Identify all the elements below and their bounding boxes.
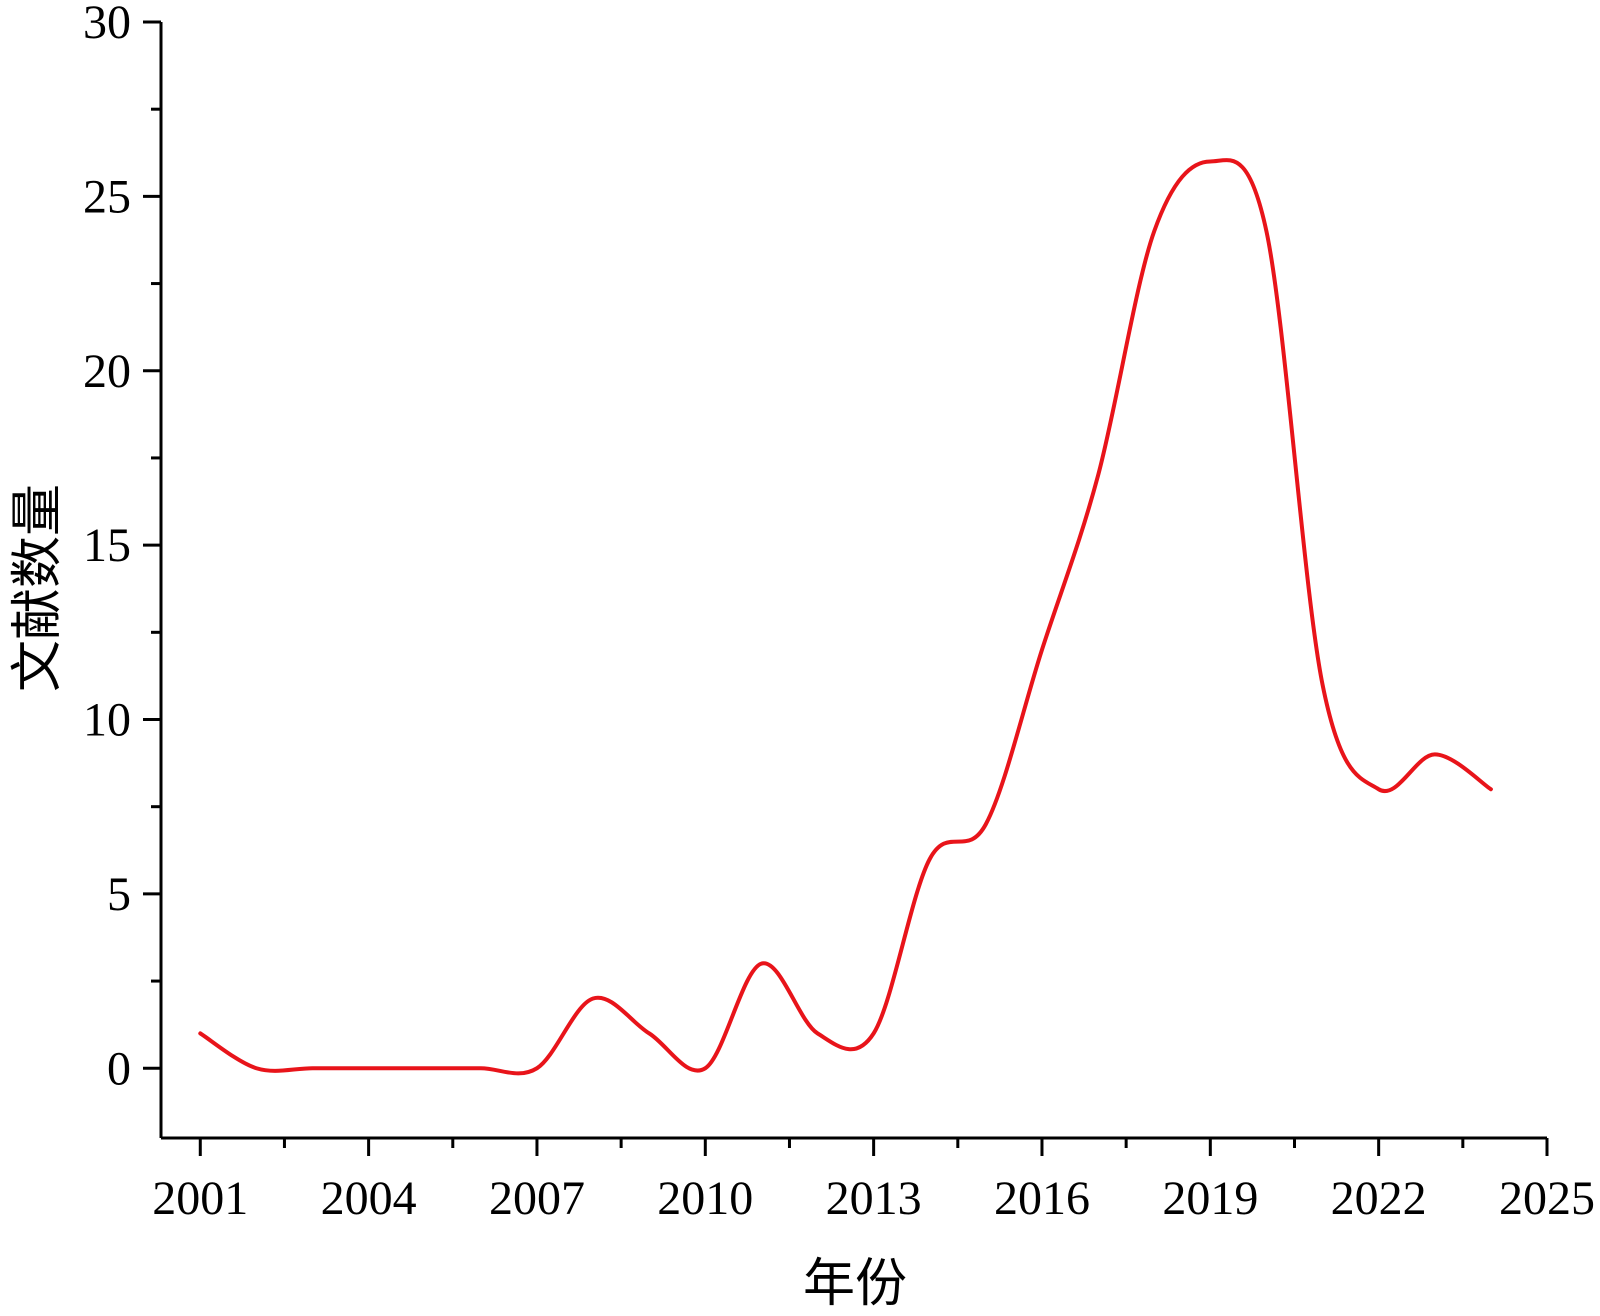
data-point — [759, 962, 763, 966]
data-point — [1433, 752, 1437, 756]
data-point — [198, 1031, 202, 1035]
y-tick-label: 5 — [107, 868, 131, 921]
data-point — [479, 1066, 483, 1070]
data-point — [1152, 229, 1156, 233]
data-point — [1489, 787, 1493, 791]
x-tick-label: 2022 — [1331, 1172, 1427, 1225]
data-point — [816, 1031, 820, 1035]
y-tick-label: 0 — [107, 1042, 131, 1095]
data-point — [928, 857, 932, 861]
data-point — [1377, 787, 1381, 791]
data-point — [703, 1066, 707, 1070]
plot-area — [198, 158, 1493, 1076]
x-tick-label: 2013 — [826, 1172, 922, 1225]
data-point — [254, 1066, 258, 1070]
y-tick-label: 30 — [83, 0, 131, 49]
y-tick-label: 20 — [83, 345, 131, 398]
x-axis-title: 年份 — [803, 1254, 907, 1314]
data-point — [1040, 648, 1044, 652]
data-point — [647, 1031, 651, 1035]
y-tick-label: 25 — [83, 170, 131, 223]
y-tick-label: 15 — [83, 519, 131, 572]
y-axis-title: 文献数量 — [8, 484, 68, 692]
y-tick-label: 10 — [83, 694, 131, 747]
data-point — [367, 1066, 371, 1070]
data-point — [423, 1066, 427, 1070]
data-point — [1321, 683, 1325, 687]
x-tick-label: 2016 — [994, 1172, 1090, 1225]
data-point — [311, 1066, 315, 1070]
data-point — [872, 1031, 876, 1035]
series-line — [198, 158, 1493, 1076]
x-tick-label: 2010 — [657, 1172, 753, 1225]
x-tick-label: 2001 — [152, 1172, 248, 1225]
data-point — [591, 997, 595, 1001]
data-point — [1264, 229, 1268, 233]
data-point — [1208, 160, 1212, 164]
x-tick-label: 2025 — [1499, 1172, 1595, 1225]
x-tick-label: 2019 — [1162, 1172, 1258, 1225]
x-tick-label: 2004 — [321, 1172, 417, 1225]
data-point — [984, 822, 988, 826]
data-point — [535, 1066, 539, 1070]
data-point — [1096, 473, 1100, 477]
x-tick-label: 2007 — [489, 1172, 585, 1225]
